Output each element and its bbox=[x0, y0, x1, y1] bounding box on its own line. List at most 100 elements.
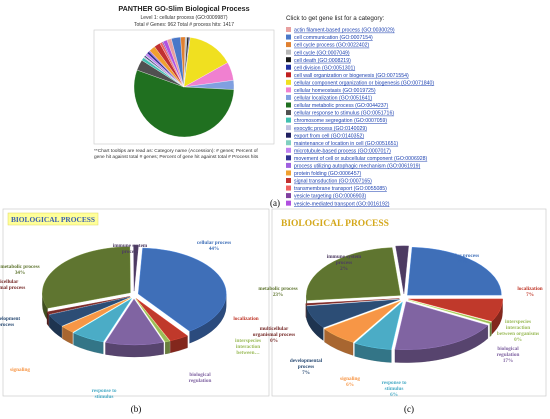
pie-a bbox=[133, 36, 235, 138]
panel-a-subtitle: Level 1: cellular process (GO:0009987) bbox=[141, 15, 228, 21]
legend-a-link-cell-wall-organization-or-biogenesis[interactable]: cell wall organization or biogenesis (GO… bbox=[294, 73, 409, 79]
panel-a-footnote-1: **Chart tooltips are read as: Category n… bbox=[94, 148, 258, 154]
pie-c-labels: cellular process 22% localization 7% intersp… bbox=[253, 253, 543, 398]
pie-c-label-biological-regulation: biological regulation 17% bbox=[497, 346, 520, 364]
legend-a: actin filament-based process (GO:0030029… bbox=[286, 27, 434, 207]
pie-b-slice-localization[interactable] bbox=[135, 298, 188, 342]
pie-b-label-cellular-process: cellular process 44% bbox=[197, 240, 231, 252]
pie-b-slice-development-process[interactable] bbox=[48, 296, 131, 327]
legend-a-link-export-from-cell[interactable]: export from cell (GO:0140352) bbox=[294, 133, 364, 139]
legend-a-swatch-process-utilizing-autophagic-mechanism bbox=[286, 162, 291, 168]
legend-a-link-cell-death[interactable]: cell death (GO:0008219) bbox=[294, 58, 351, 64]
panel-a-legend-title: Click to get gene list for a category: bbox=[286, 15, 385, 22]
pie-b-label-development-process: developmentprocess bbox=[0, 316, 20, 328]
panel-a-title: PANTHER GO-Slim Biological Process bbox=[118, 4, 249, 13]
legend-a-link-vesicle-targeting[interactable]: vesicle targeting (GO:0006903) bbox=[294, 194, 366, 200]
pie-b-slice-immune-system-process[interactable] bbox=[133, 244, 139, 292]
legend-a-link-exocytic-process[interactable]: exocytic process (GO:0140029) bbox=[294, 126, 367, 132]
pie-b-slice-metabolic-process[interactable] bbox=[42, 246, 131, 309]
legend-a-swatch-maintenance-of-location-in-cell bbox=[286, 140, 291, 146]
pie-b-label-metabolic-process: metabolic process 34% bbox=[0, 264, 39, 276]
pie-b-label-interspecies-interaction-between: interspecies interaction between… bbox=[235, 338, 261, 356]
legend-a-swatch-exocytic-process bbox=[286, 125, 291, 131]
pie-c-label-signaling: signaling 6% bbox=[340, 376, 360, 388]
legend-a-link-actin-filament-based-process[interactable]: actin filament-based process (GO:0030029… bbox=[294, 28, 395, 34]
pie-b-slice-multicellular-organismal-process[interactable] bbox=[46, 296, 130, 315]
legend-a-swatch-movement-of-cell-or-subcellular-component bbox=[286, 155, 291, 161]
pie-b-slice-response-to-stimulus[interactable] bbox=[73, 298, 132, 343]
pie-c-tops bbox=[305, 245, 503, 350]
panel-a-totals: Total # Genes: 962 Total # process hits:… bbox=[134, 22, 234, 28]
panel-b-title: BIOLOGICAL PROCESS bbox=[11, 215, 95, 224]
legend-a-link-microtubule-based-process[interactable]: microtubule-based process (GO:0007017) bbox=[294, 148, 391, 154]
legend-a-link-cellular-component-organization-or-biogenesis[interactable]: cellular component organization or bioge… bbox=[294, 80, 434, 86]
pie-c-slice-multicellular-organismal-process[interactable] bbox=[305, 298, 400, 306]
legend-a-link-cellular-response-to-stimulus[interactable]: cellular response to stimulus (GO:005171… bbox=[294, 111, 394, 117]
legend-a-swatch-cell-wall-organization-or-biogenesis bbox=[286, 72, 291, 78]
pie-c-slice-localization[interactable] bbox=[408, 298, 503, 322]
legend-a-link-cellular-localization[interactable]: cellular localization (GO:0051641) bbox=[294, 96, 372, 102]
pie-a-slice-vesicle-mediated-transport[interactable] bbox=[162, 39, 185, 88]
legend-a-link-maintenance-of-location-in-cell[interactable]: maintenance of location in cell (GO:0051… bbox=[294, 141, 398, 147]
pie-b-wall-interspecies-interaction-between bbox=[165, 340, 170, 355]
pie-c-label-localization: localization 7% bbox=[517, 286, 542, 298]
legend-a-swatch-vesicle-targeting bbox=[286, 193, 291, 199]
panel-b: BIOLOGICAL PROCESS cellular process 44% lo… bbox=[0, 208, 270, 414]
legend-a-link-movement-of-cell-or-subcellular-component[interactable]: movement of cell or subcellular componen… bbox=[294, 156, 427, 162]
legend-a-link-process-utilizing-autophagic-mechanism[interactable]: process utilizing autophagic mechanism (… bbox=[294, 164, 421, 170]
pie-c-slice-developmental-process[interactable] bbox=[306, 299, 400, 328]
legend-a-link-vesicle-mediated-transport[interactable]: vesicle-mediated transport (GO:0016192) bbox=[294, 201, 390, 207]
legend-a-link-transmembrane-transport[interactable]: transmembrane transport (GO:0055085) bbox=[294, 186, 387, 192]
legend-a-link-cellular-metabolic-process[interactable]: cellular metabolic process (GO:0044237) bbox=[294, 103, 389, 109]
legend-a-swatch-cellular-homeostasis bbox=[286, 87, 291, 93]
legend-a-link-cell-division[interactable]: cell division (GO:0051301) bbox=[294, 65, 355, 71]
legend-a-swatch-cellular-localization bbox=[286, 94, 291, 100]
pie-c-slice-metabolic-process[interactable] bbox=[306, 247, 401, 301]
legend-a-link-signal-transduction[interactable]: signal transduction (GO:0007165) bbox=[294, 179, 372, 185]
panel-b-label: (b) bbox=[131, 404, 142, 414]
pie-b-sides bbox=[42, 292, 227, 358]
pie-b-label-biological-regulation: biological regulation bbox=[189, 372, 212, 384]
pie-b-tops bbox=[42, 244, 227, 346]
legend-a-link-cellular-homeostasis[interactable]: cellular homeostasis (GO:0019725) bbox=[294, 88, 376, 94]
legend-a-link-protein-folding[interactable]: protein folding (GO:0006457) bbox=[294, 171, 361, 177]
pie-b-slice-biological-regulation[interactable] bbox=[105, 298, 164, 346]
pie-c-label-response-to-stimulus: response to stimulus 6% bbox=[382, 380, 407, 398]
legend-a-swatch-transmembrane-transport bbox=[286, 185, 291, 191]
pie-b-slice-interspecies-interaction-between[interactable] bbox=[135, 298, 171, 343]
pie-c-wall-interspecies-interaction-between-organisms bbox=[489, 321, 492, 337]
pie-c-slice-biological-regulation[interactable] bbox=[394, 301, 489, 350]
pie-c-slice-interspecies-interaction-between-organisms[interactable] bbox=[408, 299, 492, 324]
legend-a-swatch-actin-filament-based-process bbox=[286, 27, 291, 32]
pie-b: cellular process 44% localization interspec… bbox=[0, 240, 261, 400]
legend-a-swatch-cellular-metabolic-process bbox=[286, 102, 291, 108]
legend-a-swatch-cell-division bbox=[286, 64, 291, 70]
pie-b-label-response-to-stimulus: response to stimulus bbox=[92, 388, 117, 400]
pie-c-slice-cellular-process[interactable] bbox=[407, 247, 502, 296]
panel-c: BIOLOGICAL PROCESS cellular process 22% lo… bbox=[253, 208, 547, 414]
pie-b-label-immune-system-process: immune system process bbox=[113, 243, 148, 255]
legend-a-swatch-cellular-component-organization-or-biogenesis bbox=[286, 79, 291, 85]
legend-a-swatch-microtubule-based-process bbox=[286, 147, 291, 153]
legend-a-swatch-signal-transduction bbox=[286, 178, 291, 183]
pie-b-labels: cellular process 44% localization interspec… bbox=[0, 240, 261, 400]
legend-a-link-cell-cycle[interactable]: cell cycle (GO:0007049) bbox=[294, 50, 350, 56]
pie-c-label-developmental-process: developmental process 7% bbox=[290, 358, 323, 376]
pie-a-slice-cellular-metabolic-process[interactable] bbox=[133, 69, 235, 138]
pie-c-label-interspecies-interaction-between-organisms: interspecies interaction between organisms… bbox=[497, 319, 539, 343]
legend-a-link-chromosome-segregation[interactable]: chromosome segregation (GO:0007059) bbox=[294, 118, 387, 124]
pie-c-slice-response-to-stimulus[interactable] bbox=[354, 301, 403, 350]
pie-b-slice-cellular-process[interactable] bbox=[138, 247, 227, 332]
pie-a-frame bbox=[93, 29, 275, 145]
legend-a-swatch-cell-death bbox=[286, 57, 291, 63]
pie-c-slice-immune-system-process[interactable] bbox=[395, 245, 409, 294]
pie-c: cellular process 22% localization 7% intersp… bbox=[253, 245, 543, 398]
pie-c-label-metabolic-process: metabolic process 23% bbox=[258, 286, 297, 298]
pie-b-label-signaling: signaling bbox=[10, 367, 30, 373]
pie-b-slice-signaling[interactable] bbox=[61, 297, 131, 333]
pie-b-label-localization: localization bbox=[233, 316, 258, 322]
legend-a-link-cell-communication[interactable]: cell communication (GO:0007154) bbox=[294, 35, 373, 41]
pie-c-slice-signaling[interactable] bbox=[324, 300, 401, 343]
panel-b-title-box bbox=[7, 212, 99, 226]
legend-a-link-cell-cycle-process[interactable]: cell cycle process (GO:0022402) bbox=[294, 43, 370, 49]
